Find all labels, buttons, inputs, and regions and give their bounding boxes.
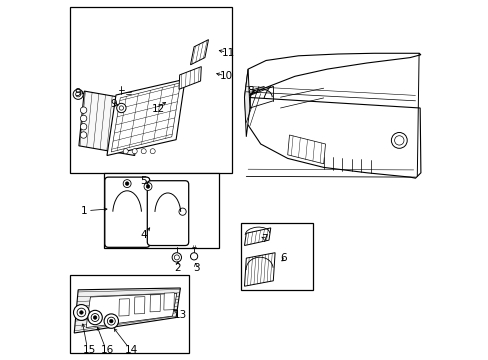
Text: 4: 4 xyxy=(141,230,147,240)
Circle shape xyxy=(123,180,131,188)
Circle shape xyxy=(390,132,407,148)
Circle shape xyxy=(190,253,197,260)
Bar xyxy=(70,7,231,173)
Circle shape xyxy=(141,149,146,154)
Text: 7: 7 xyxy=(260,234,267,244)
Circle shape xyxy=(91,314,99,321)
Text: 3: 3 xyxy=(193,263,200,273)
Polygon shape xyxy=(179,67,201,89)
Text: 6: 6 xyxy=(280,253,286,264)
Circle shape xyxy=(80,107,87,113)
Circle shape xyxy=(93,316,97,319)
Circle shape xyxy=(73,89,83,99)
Polygon shape xyxy=(244,253,275,286)
Circle shape xyxy=(73,305,89,320)
Text: 10: 10 xyxy=(220,71,233,81)
Text: 15: 15 xyxy=(83,345,96,355)
Polygon shape xyxy=(79,91,140,156)
Circle shape xyxy=(144,183,152,190)
Bar xyxy=(104,173,219,248)
Circle shape xyxy=(80,123,87,130)
Polygon shape xyxy=(163,293,174,310)
Circle shape xyxy=(179,208,186,215)
Bar xyxy=(241,223,312,290)
Bar xyxy=(70,275,188,353)
Circle shape xyxy=(125,182,129,185)
Text: 1: 1 xyxy=(80,206,87,216)
Text: 14: 14 xyxy=(124,345,138,355)
Polygon shape xyxy=(86,293,177,328)
Circle shape xyxy=(150,149,155,154)
Text: 8: 8 xyxy=(246,86,253,96)
Circle shape xyxy=(80,132,87,138)
Polygon shape xyxy=(150,294,160,312)
Text: 9: 9 xyxy=(110,99,117,109)
Circle shape xyxy=(172,253,181,262)
Text: 2: 2 xyxy=(174,263,181,273)
Circle shape xyxy=(104,314,118,328)
Circle shape xyxy=(119,106,123,110)
Polygon shape xyxy=(119,299,129,316)
Circle shape xyxy=(80,115,87,122)
Circle shape xyxy=(123,149,128,154)
Circle shape xyxy=(80,311,83,314)
Polygon shape xyxy=(190,40,208,65)
Polygon shape xyxy=(134,297,144,314)
Polygon shape xyxy=(287,135,325,164)
Circle shape xyxy=(174,255,179,260)
Polygon shape xyxy=(244,97,420,178)
Text: 13: 13 xyxy=(174,310,187,320)
Circle shape xyxy=(77,308,85,317)
Circle shape xyxy=(107,317,115,325)
Text: 12: 12 xyxy=(151,104,164,114)
Polygon shape xyxy=(74,288,180,333)
Circle shape xyxy=(117,103,126,113)
FancyBboxPatch shape xyxy=(147,181,188,246)
FancyBboxPatch shape xyxy=(104,177,149,247)
Polygon shape xyxy=(244,69,249,137)
Text: 11: 11 xyxy=(222,48,235,58)
Circle shape xyxy=(88,310,102,325)
Circle shape xyxy=(146,185,149,188)
Polygon shape xyxy=(111,83,180,152)
Polygon shape xyxy=(244,53,420,97)
Text: 5: 5 xyxy=(140,176,146,186)
Circle shape xyxy=(76,92,81,97)
Text: 16: 16 xyxy=(101,345,114,355)
Polygon shape xyxy=(107,79,185,156)
Polygon shape xyxy=(244,228,270,246)
Circle shape xyxy=(132,149,137,154)
Circle shape xyxy=(109,319,113,323)
Text: 9: 9 xyxy=(75,88,81,98)
Circle shape xyxy=(394,136,403,145)
